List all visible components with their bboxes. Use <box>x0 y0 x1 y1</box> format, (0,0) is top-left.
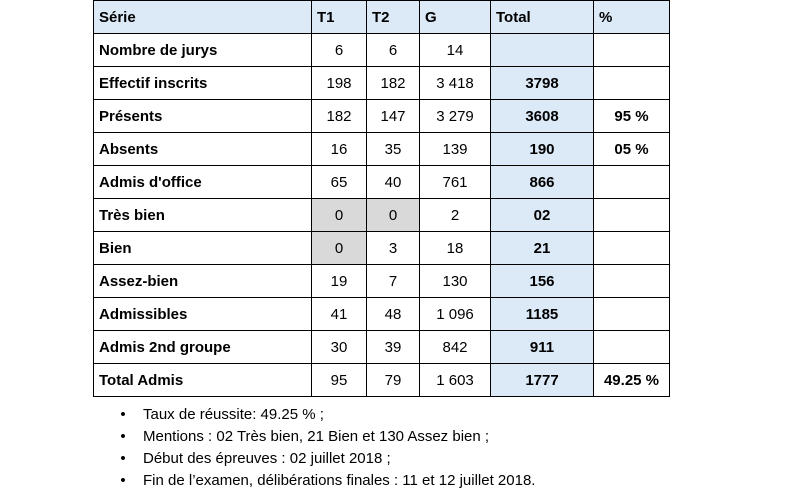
table-row: Admis 2nd groupe 30 39 842 911 <box>93 330 670 364</box>
cell-g: 3 418 <box>419 66 491 100</box>
cell-total <box>490 33 594 67</box>
cell-t1: 6 <box>311 33 367 67</box>
cell-t1: 182 <box>311 99 367 133</box>
header-pct: % <box>593 0 670 34</box>
cell-g: 14 <box>419 33 491 67</box>
cell-g: 2 <box>419 198 491 232</box>
bullet-icon: • <box>120 472 126 489</box>
cell-t1: 41 <box>311 297 367 331</box>
cell-total: 190 <box>490 132 594 166</box>
bullet-icon: • <box>120 450 126 467</box>
cell-t2: 7 <box>366 264 420 298</box>
cell-t2: 48 <box>366 297 420 331</box>
cell-t2: 6 <box>366 33 420 67</box>
note-text: Début des épreuves : 02 juillet 2018 ; <box>143 450 391 467</box>
cell-g: 761 <box>419 165 491 199</box>
cell-t1: 65 <box>311 165 367 199</box>
cell-serie: Présents <box>93 99 312 133</box>
list-item: • Taux de réussite: 49.25 % ; <box>118 404 535 426</box>
cell-serie: Nombre de jurys <box>93 33 312 67</box>
list-item: • Fin de l’examen, délibérations finales … <box>118 470 535 492</box>
table-header-row: Série T1 T2 G Total % <box>93 0 670 34</box>
table-row: Bien 0 3 18 21 <box>93 231 670 265</box>
cell-t2: 35 <box>366 132 420 166</box>
cell-pct: 95 % <box>593 99 670 133</box>
table-row: Assez-bien 19 7 130 156 <box>93 264 670 298</box>
cell-serie: Très bien <box>93 198 312 232</box>
cell-t2: 40 <box>366 165 420 199</box>
cell-total: 1777 <box>490 363 594 397</box>
table-row: Total Admis 95 79 1 603 1777 49.25 % <box>93 363 670 397</box>
note-text: Taux de réussite: 49.25 % ; <box>143 406 324 423</box>
table-row: Présents 182 147 3 279 3608 95 % <box>93 99 670 133</box>
cell-g: 130 <box>419 264 491 298</box>
cell-g: 18 <box>419 231 491 265</box>
cell-t1: 30 <box>311 330 367 364</box>
cell-t1: 19 <box>311 264 367 298</box>
table-row: Admis d'office 65 40 761 866 <box>93 165 670 199</box>
note-text: Mentions : 02 Très bien, 21 Bien et 130 … <box>143 428 490 445</box>
cell-serie: Bien <box>93 231 312 265</box>
cell-total: 1185 <box>490 297 594 331</box>
cell-total: 02 <box>490 198 594 232</box>
cell-serie: Admis 2nd groupe <box>93 330 312 364</box>
table-row: Très bien 0 0 2 02 <box>93 198 670 232</box>
cell-serie: Admis d'office <box>93 165 312 199</box>
notes-list: • Taux de réussite: 49.25 % ; • Mentions :… <box>118 404 535 492</box>
cell-pct <box>593 165 670 199</box>
cell-pct <box>593 198 670 232</box>
header-serie: Série <box>93 0 312 34</box>
cell-t1: 95 <box>311 363 367 397</box>
cell-serie: Admissibles <box>93 297 312 331</box>
cell-t1: 0 <box>311 198 367 232</box>
results-table: Série T1 T2 G Total % Nombre de jurys 6 6 1… <box>93 0 670 397</box>
cell-g: 1 096 <box>419 297 491 331</box>
table-row: Effectif inscrits 198 182 3 418 3798 <box>93 66 670 100</box>
header-g: G <box>419 0 491 34</box>
cell-g: 842 <box>419 330 491 364</box>
cell-pct: 49.25 % <box>593 363 670 397</box>
list-item: • Mentions : 02 Très bien, 21 Bien et 130… <box>118 426 535 448</box>
note-text: Fin de l’examen, délibérations finales :… <box>143 472 536 489</box>
cell-total: 156 <box>490 264 594 298</box>
cell-total: 911 <box>490 330 594 364</box>
cell-t2: 3 <box>366 231 420 265</box>
header-t1: T1 <box>311 0 367 34</box>
table-row: Nombre de jurys 6 6 14 <box>93 33 670 67</box>
cell-pct <box>593 264 670 298</box>
cell-serie: Effectif inscrits <box>93 66 312 100</box>
cell-pct: 05 % <box>593 132 670 166</box>
cell-t2: 79 <box>366 363 420 397</box>
cell-t1: 0 <box>311 231 367 265</box>
cell-serie: Total Admis <box>93 363 312 397</box>
cell-pct <box>593 231 670 265</box>
cell-t2: 147 <box>366 99 420 133</box>
cell-t2: 182 <box>366 66 420 100</box>
cell-serie: Absents <box>93 132 312 166</box>
cell-t1: 198 <box>311 66 367 100</box>
cell-serie: Assez-bien <box>93 264 312 298</box>
cell-pct <box>593 330 670 364</box>
cell-total: 3798 <box>490 66 594 100</box>
cell-g: 3 279 <box>419 99 491 133</box>
cell-g: 139 <box>419 132 491 166</box>
cell-t2: 39 <box>366 330 420 364</box>
cell-t1: 16 <box>311 132 367 166</box>
cell-total: 866 <box>490 165 594 199</box>
cell-t2: 0 <box>366 198 420 232</box>
table-row: Absents 16 35 139 190 05 % <box>93 132 670 166</box>
header-total: Total <box>490 0 594 34</box>
table-row: Admissibles 41 48 1 096 1185 <box>93 297 670 331</box>
header-t2: T2 <box>366 0 420 34</box>
cell-total: 3608 <box>490 99 594 133</box>
cell-pct <box>593 297 670 331</box>
cell-total: 21 <box>490 231 594 265</box>
list-item: • Début des épreuves : 02 juillet 2018 ; <box>118 448 535 470</box>
cell-pct <box>593 33 670 67</box>
cell-g: 1 603 <box>419 363 491 397</box>
bullet-icon: • <box>120 428 126 445</box>
cell-pct <box>593 66 670 100</box>
bullet-icon: • <box>120 406 126 423</box>
